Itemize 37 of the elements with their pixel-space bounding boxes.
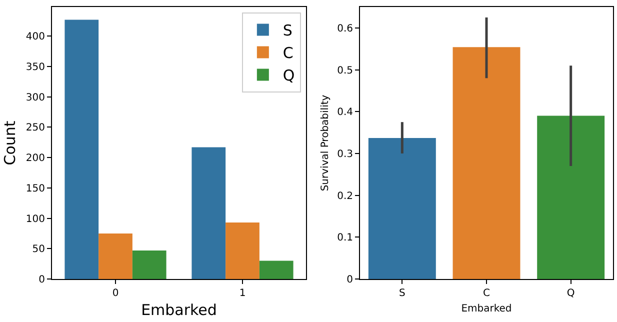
legend-label: Q bbox=[282, 66, 295, 85]
y-tick-label: 0.6 bbox=[337, 23, 353, 34]
y-tick-label: 350 bbox=[26, 62, 45, 73]
y-axis-title: Survival Probability bbox=[320, 94, 332, 192]
x-tick-label: C bbox=[483, 288, 490, 299]
bar bbox=[452, 47, 520, 279]
y-tick-label: 400 bbox=[26, 32, 45, 43]
bar bbox=[192, 147, 226, 279]
x-axis-title: Embarked bbox=[461, 304, 512, 314]
y-tick-label: 0.1 bbox=[337, 232, 353, 244]
y-tick-label: 0 bbox=[346, 274, 353, 286]
x-tick-label: S bbox=[398, 288, 406, 299]
y-axis-title: Count bbox=[1, 120, 20, 166]
y-tick-label: 0.5 bbox=[337, 65, 353, 76]
bar bbox=[259, 260, 294, 279]
x-axis-title: Embarked bbox=[141, 301, 217, 319]
y-tick-label: 0 bbox=[38, 274, 45, 286]
y-tick-label: 250 bbox=[26, 122, 45, 134]
bar bbox=[132, 250, 166, 279]
x-tick-label: 0 bbox=[112, 288, 119, 299]
y-tick-label: 0.2 bbox=[337, 190, 353, 202]
legend-label: S bbox=[282, 22, 292, 40]
y-tick-label: 100 bbox=[26, 214, 45, 225]
y-tick-label: 0.3 bbox=[337, 148, 353, 160]
bar bbox=[537, 116, 605, 279]
x-tick-label: 1 bbox=[239, 288, 246, 299]
bar bbox=[64, 20, 99, 279]
y-tick-label: 0.4 bbox=[337, 107, 353, 118]
y-tick-label: 200 bbox=[26, 153, 45, 164]
bar bbox=[368, 138, 436, 279]
x-tick-label: Q bbox=[566, 288, 575, 299]
y-tick-label: 50 bbox=[32, 244, 45, 256]
y-tick-label: 300 bbox=[26, 92, 45, 104]
bar bbox=[226, 222, 260, 279]
legend-label: C bbox=[282, 44, 294, 62]
y-tick-label: 150 bbox=[26, 183, 45, 194]
bar bbox=[98, 233, 132, 279]
